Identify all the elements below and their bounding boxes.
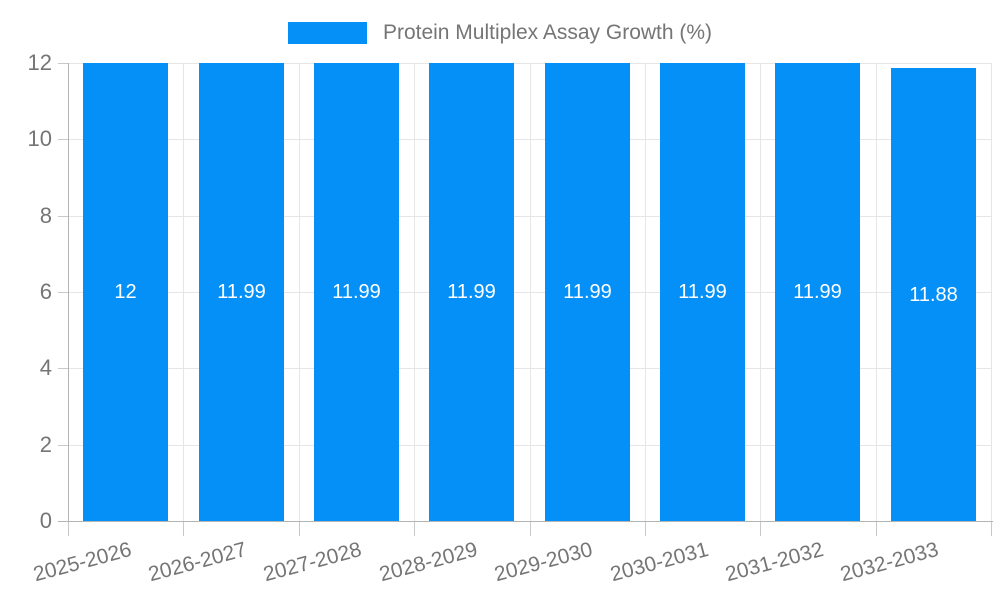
bar-value-label: 12 (114, 281, 137, 303)
y-axis-tick (58, 216, 68, 217)
y-gridline (68, 63, 991, 64)
x-axis-tick (68, 521, 69, 536)
y-axis-tick (58, 368, 68, 369)
bar[interactable] (545, 63, 630, 521)
bar-value-label: 11.88 (909, 284, 958, 306)
bar[interactable] (83, 63, 168, 521)
bar-value-label: 11.99 (793, 281, 842, 303)
y-gridline (68, 368, 991, 369)
x-gridline (530, 63, 531, 521)
bar[interactable] (429, 63, 514, 521)
x-gridline (876, 63, 877, 521)
y-axis-tick (58, 445, 68, 446)
y-axis-label: 2 (39, 432, 52, 457)
x-gridline (183, 63, 184, 521)
y-gridline (68, 216, 991, 217)
x-axis-tick (760, 521, 761, 536)
y-axis-line (68, 63, 69, 522)
legend-label: Protein Multiplex Assay Growth (%) (382, 21, 713, 44)
y-axis-tick (58, 139, 68, 140)
x-gridline (645, 63, 646, 521)
y-gridline (68, 139, 991, 140)
y-axis-label: 6 (39, 279, 52, 304)
legend-swatch (287, 22, 367, 44)
bar-value-label: 11.99 (678, 281, 727, 303)
x-gridline (991, 63, 992, 521)
x-axis-tick (876, 521, 877, 536)
x-axis-tick (299, 521, 300, 536)
bar[interactable] (314, 63, 399, 521)
bar[interactable] (775, 63, 860, 521)
x-axis-tick (991, 521, 992, 536)
bar-value-label: 11.99 (217, 281, 266, 303)
y-axis-tick (58, 292, 68, 293)
y-axis-label: 10 (27, 126, 52, 151)
legend: Protein Multiplex Assay Growth (%) (0, 21, 1000, 45)
x-axis-line (58, 521, 993, 522)
y-axis-tick (58, 63, 68, 64)
y-axis-label: 12 (27, 50, 52, 75)
x-axis-tick (414, 521, 415, 536)
y-gridline (68, 445, 991, 446)
y-gridline (68, 292, 991, 293)
y-axis-label: 4 (39, 355, 52, 380)
y-axis-label: 8 (39, 203, 52, 228)
x-gridline (299, 63, 300, 521)
bar-value-label: 11.99 (332, 281, 381, 303)
x-axis-tick (183, 521, 184, 536)
bar[interactable] (199, 63, 284, 521)
bar-value-label: 11.99 (563, 281, 612, 303)
x-axis-tick (530, 521, 531, 536)
bar[interactable] (891, 68, 976, 521)
bar-value-label: 11.99 (447, 281, 496, 303)
y-axis-label: 0 (39, 508, 52, 533)
x-gridline (760, 63, 761, 521)
bar[interactable] (660, 63, 745, 521)
x-axis-tick (645, 521, 646, 536)
x-gridline (414, 63, 415, 521)
